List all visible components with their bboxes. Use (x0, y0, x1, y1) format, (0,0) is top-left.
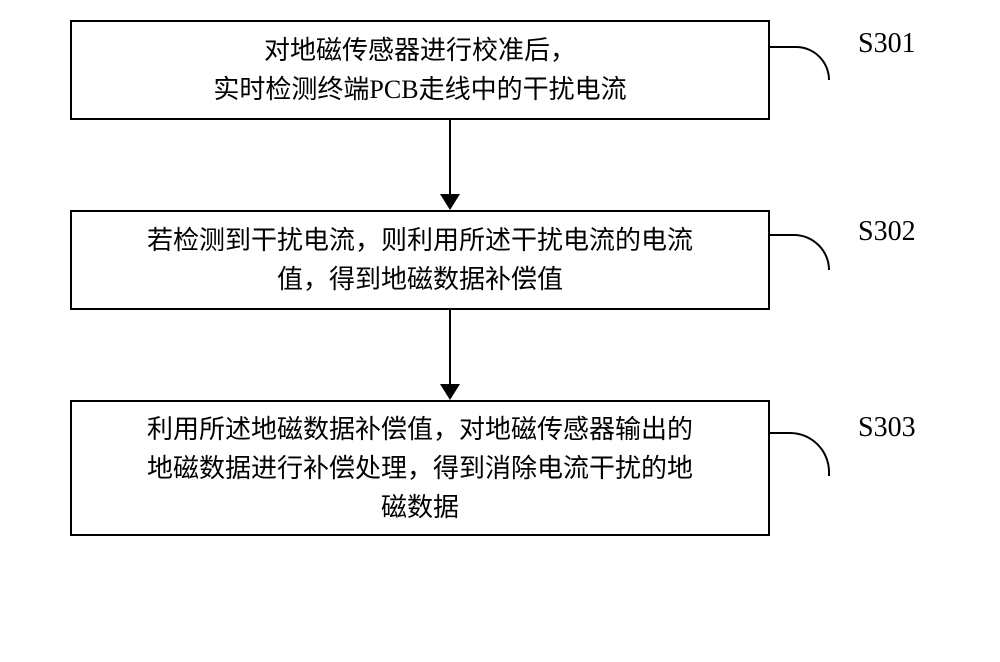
arrow-head (440, 194, 460, 210)
flowchart-container: 对地磁传感器进行校准后， 实时检测终端PCB走线中的干扰电流 若检测到干扰电流，… (70, 20, 830, 536)
step-box-s303: 利用所述地磁数据补偿值，对地磁传感器输出的 地磁数据进行补偿处理，得到消除电流干… (70, 400, 770, 536)
arrow-head (440, 384, 460, 400)
arrow-1 (100, 120, 800, 210)
step-box-s301: 对地磁传感器进行校准后， 实时检测终端PCB走线中的干扰电流 (70, 20, 770, 120)
step-text: 若检测到干扰电流，则利用所述干扰电流的电流 值，得到地磁数据补偿值 (147, 221, 693, 299)
step-box-s302: 若检测到干扰电流，则利用所述干扰电流的电流 值，得到地磁数据补偿值 (70, 210, 770, 310)
step-label-s302: S302 (858, 216, 916, 248)
arrow-line (449, 120, 451, 194)
step-label-s303: S303 (858, 412, 916, 444)
step-text: 利用所述地磁数据补偿值，对地磁传感器输出的 地磁数据进行补偿处理，得到消除电流干… (147, 410, 693, 527)
step-text: 对地磁传感器进行校准后， 实时检测终端PCB走线中的干扰电流 (213, 31, 626, 109)
step-label-s301: S301 (858, 28, 916, 60)
arrow-line (449, 310, 451, 384)
arrow-2 (100, 310, 800, 400)
